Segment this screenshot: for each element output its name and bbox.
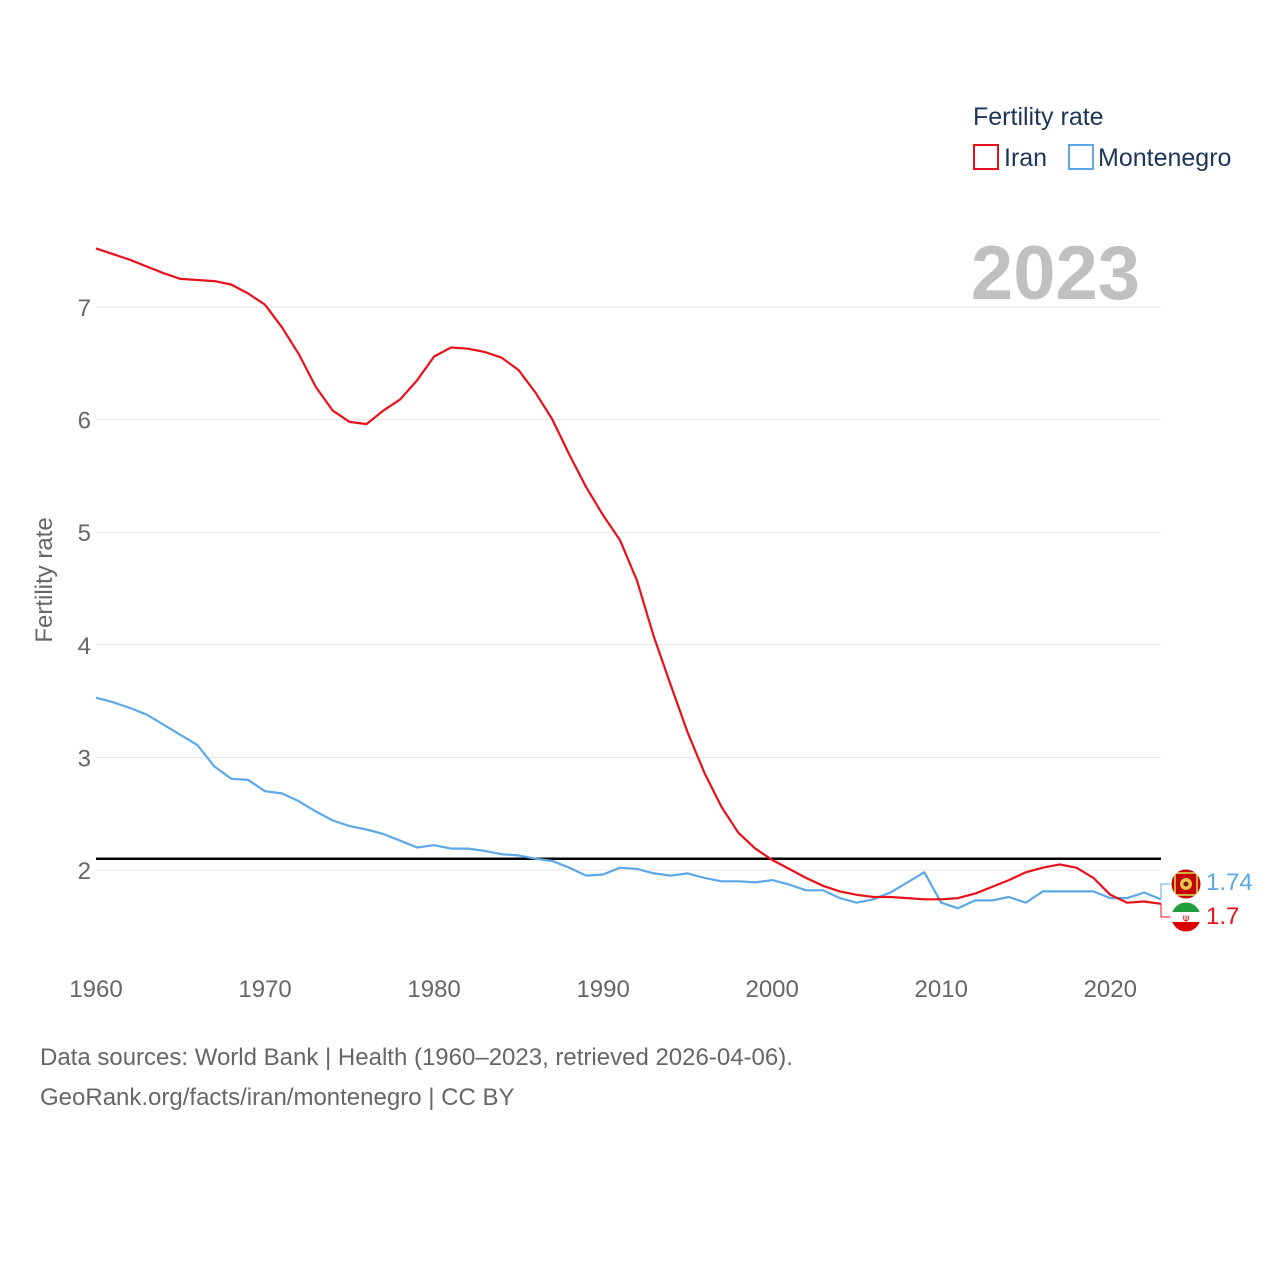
series-lines: [95, 247, 1162, 910]
footer-attribution[interactable]: GeoRank.org/facts/iran/montenegro | CC B…: [40, 1084, 515, 1111]
series-line-montenegro[interactable]: [95, 696, 1162, 910]
x-tick-label: 1960: [69, 976, 122, 1003]
x-tick-label: 1980: [407, 976, 460, 1003]
legend-swatch-montenegro: [1068, 144, 1094, 170]
gridlines: [96, 306, 1161, 871]
iran-end-connector: [1160, 903, 1171, 918]
legend-swatch-iran: [973, 144, 999, 170]
x-tick-label: 2000: [745, 976, 798, 1003]
series-line-iran[interactable]: [95, 247, 1162, 905]
x-tick-label: 1970: [238, 976, 291, 1003]
y-tick-label: 4: [78, 633, 91, 660]
y-tick-label: 6: [78, 408, 91, 435]
footer-sources: Data sources: World Bank | Health (1960–…: [40, 1044, 793, 1071]
iran-flag-icon: ψ: [1170, 901, 1202, 933]
montenegro-flag-icon: [1170, 868, 1202, 900]
x-tick-label: 1990: [576, 976, 629, 1003]
legend-label-montenegro[interactable]: Montenegro: [1098, 144, 1231, 172]
x-axis-ticks: 1960 1970 1980 1990 2000 2010 2020: [69, 976, 1137, 1003]
y-axis-ticks: 2 3 4 5 6 7: [78, 295, 91, 885]
year-label: 2023: [971, 231, 1140, 316]
iran-end-value: 1.7: [1206, 903, 1239, 930]
y-tick-label: 3: [78, 745, 91, 772]
legend-label-iran[interactable]: Iran: [1004, 144, 1047, 172]
montenegro-end-value: 1.74: [1206, 869, 1253, 896]
y-tick-label: 5: [78, 520, 91, 547]
montenegro-end-connector: [1160, 883, 1171, 900]
x-tick-label: 2010: [915, 976, 968, 1003]
x-tick-label: 2020: [1084, 976, 1137, 1003]
y-axis-title: Fertility rate: [31, 517, 58, 642]
legend-title: Fertility rate: [973, 103, 1104, 131]
y-tick-label: 7: [78, 295, 91, 322]
y-tick-label: 2: [78, 858, 91, 885]
fertility-chart: 2 3 4 5 6 7 1960 1970 1980 1990 2000 2010 2020 Fert…: [31, 103, 1253, 1003]
legend: Fertility rate Iran Montenegro: [973, 103, 1231, 172]
svg-text:ψ: ψ: [1183, 913, 1190, 924]
